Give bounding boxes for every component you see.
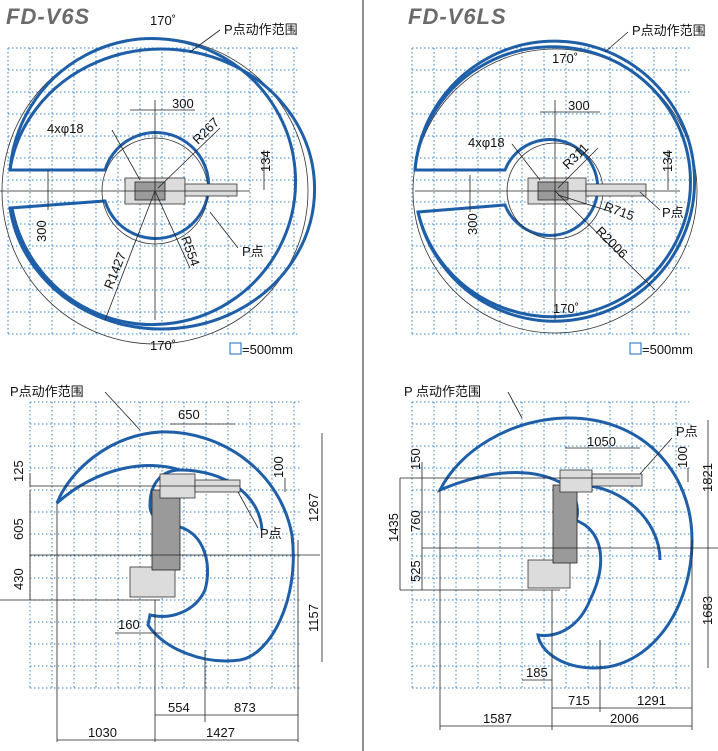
p-point-label: P点 <box>676 424 698 439</box>
legend-square-left <box>229 342 242 355</box>
d873: 873 <box>234 700 256 715</box>
dim-300-left: 300 <box>34 220 49 242</box>
range-leader <box>507 391 523 419</box>
d1435: 1435 <box>386 513 401 542</box>
dim-300-top: 300 <box>172 96 194 111</box>
angle-bottom: 170˚ <box>150 338 176 353</box>
d1291: 1291 <box>637 693 666 708</box>
range-label: P点动作范围 <box>224 22 298 37</box>
r267-leader <box>157 127 221 189</box>
range-label: P 点动作范围 <box>404 384 481 399</box>
d185: 185 <box>526 665 548 680</box>
robot-shoulder <box>559 469 593 493</box>
d1821: 1821 <box>700 463 715 492</box>
d2006: 2006 <box>610 711 639 726</box>
p-point-label: P点 <box>662 205 684 220</box>
r1427-leader <box>104 190 156 321</box>
p-point-leader <box>639 191 661 211</box>
d1050: 1050 <box>587 434 616 449</box>
range-leader <box>189 29 221 53</box>
angle-top: 170˚ <box>150 13 176 28</box>
angle-bottom: 170˚ <box>553 301 579 316</box>
r715: R715 <box>602 199 636 224</box>
robot-lower-arm <box>151 489 181 571</box>
r554-leader <box>154 190 191 269</box>
legend-square-right <box>629 342 642 355</box>
grid-top-left <box>7 47 300 335</box>
dim-300-left: 300 <box>465 213 480 235</box>
robot-base-side <box>527 559 571 589</box>
r311-leader <box>557 147 599 189</box>
range-leader <box>104 391 141 431</box>
hole-label: 4xφ18 <box>468 135 505 150</box>
envelope-outer-arc <box>413 45 692 319</box>
p-point-envelope <box>55 430 295 663</box>
d1030: 1030 <box>88 725 117 740</box>
robot-arm-top <box>184 183 238 197</box>
d1157: 1157 <box>306 604 321 632</box>
outer-reach-circle <box>412 48 698 334</box>
panel-fd-v6s-top: FD-V6S 300 300 134 4xφ18 R267 R554 R1427… <box>0 4 317 357</box>
d160: 160 <box>118 617 140 632</box>
d650: 650 <box>178 407 200 422</box>
p-point-label: P点 <box>260 526 282 541</box>
d715: 715 <box>568 693 590 708</box>
d150: 150 <box>408 448 423 470</box>
robot-upper-arm <box>591 473 643 487</box>
d760: 760 <box>408 510 423 532</box>
p-point-leader <box>639 437 673 475</box>
p-point-envelope <box>413 39 696 323</box>
panel-fd-v6s-side: P点动作范围 650 125 605 430 100 1267 1157 160… <box>0 384 323 742</box>
dim-134: 134 <box>660 150 675 172</box>
range-leader <box>604 31 629 53</box>
d100: 100 <box>271 456 286 478</box>
d554: 554 <box>168 700 190 715</box>
angle-top: 170˚ <box>552 51 578 66</box>
model-title: FD-V6S <box>6 4 90 29</box>
p-point-envelope <box>8 47 317 331</box>
d605: 605 <box>11 518 26 540</box>
r2006: R2006 <box>593 224 631 262</box>
legend-right: =500mm <box>642 342 693 357</box>
d1587: 1587 <box>483 711 512 726</box>
p-point-label: P点 <box>242 244 264 259</box>
d125: 125 <box>11 460 26 482</box>
hole-leader <box>511 143 541 181</box>
d525: 525 <box>408 560 423 582</box>
hole-label: 4xφ18 <box>47 121 84 136</box>
robot-lower-arm <box>552 484 578 564</box>
robot-arm-top <box>585 183 647 197</box>
envelope-outer-arc <box>8 37 298 327</box>
d430: 430 <box>11 568 26 590</box>
d1267: 1267 <box>306 493 321 522</box>
dim-300-top: 300 <box>568 98 590 113</box>
panel-fd-v6ls-side: P 点动作范围 1050 150 760 525 1435 100 1821 1… <box>386 384 718 730</box>
d1683: 1683 <box>700 596 715 625</box>
range-label: P点动作范围 <box>10 384 84 399</box>
d100: 100 <box>675 446 690 468</box>
robot-base-side <box>129 566 176 598</box>
d1427: 1427 <box>206 725 235 740</box>
legend-left: =500mm <box>242 342 293 357</box>
r1427: R1427 <box>101 250 129 291</box>
hole-leader <box>111 129 141 181</box>
model-title: FD-V6LS <box>408 4 507 29</box>
r2006-leader <box>554 190 656 291</box>
p-point-leader <box>209 211 239 249</box>
r715-leader <box>557 194 613 213</box>
range-label: P点动作范围 <box>632 23 706 38</box>
p-point-leader <box>237 491 259 529</box>
dim-134: 134 <box>258 150 273 172</box>
